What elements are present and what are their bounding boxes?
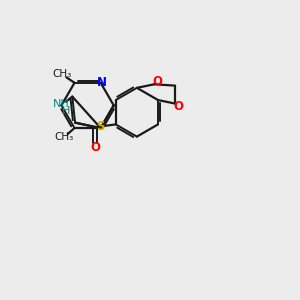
- Text: O: O: [152, 75, 162, 88]
- Text: H: H: [62, 106, 70, 116]
- Text: S: S: [96, 120, 105, 133]
- Text: CH₃: CH₃: [55, 132, 74, 142]
- Text: N: N: [97, 76, 106, 89]
- Text: O: O: [90, 141, 100, 154]
- Text: O: O: [173, 100, 183, 113]
- Text: NH: NH: [53, 99, 70, 109]
- Text: CH₃: CH₃: [52, 69, 72, 80]
